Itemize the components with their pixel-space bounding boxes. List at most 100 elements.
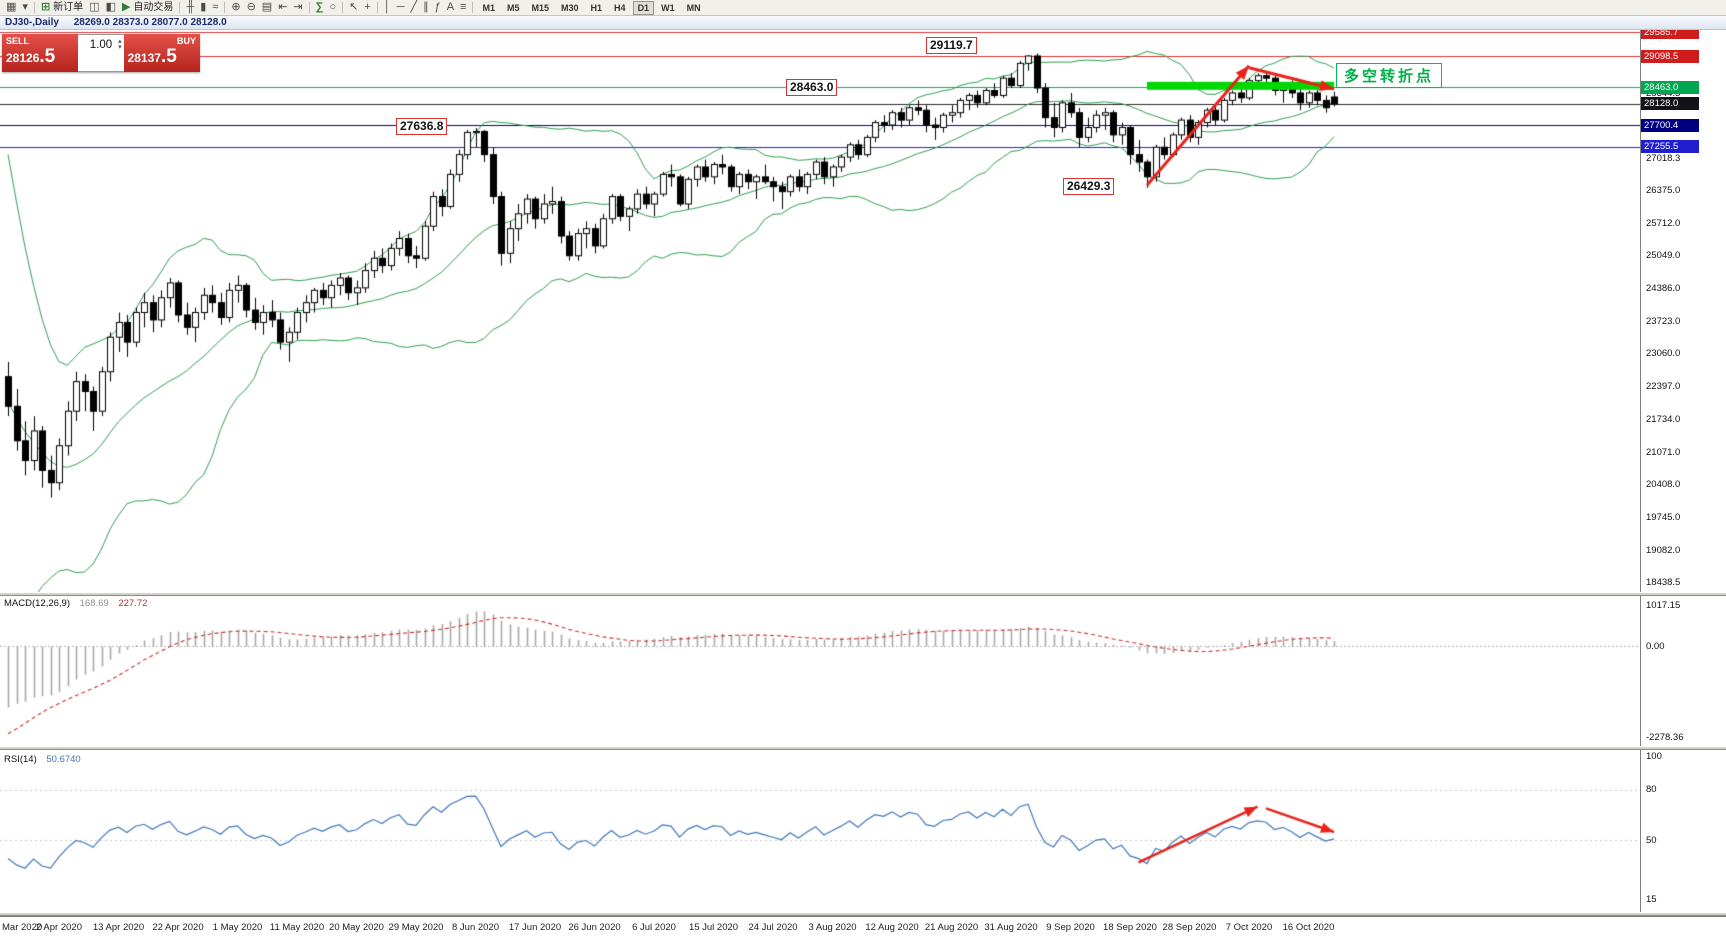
macd-header: MACD(12,26,9) 168.69 227.72 — [4, 598, 147, 609]
chart-shift-icon[interactable]: ⇥ — [290, 1, 305, 14]
volume-down-button[interactable]: ▾ — [118, 44, 122, 51]
market-watch-icon[interactable]: ◧ — [103, 1, 119, 14]
bar-chart-icon: ╫ — [186, 1, 195, 13]
time-axis[interactable] — [0, 916, 1726, 941]
crosshair-icon[interactable]: + — [361, 1, 373, 14]
indicators-icon: ∑ — [315, 1, 324, 13]
chart-ohlc-readout: 28269.0 28373.0 28077.0 28128.0 — [73, 17, 227, 28]
chart-title: DJ30-,Daily — [5, 17, 59, 28]
toolbar-separator — [179, 2, 181, 13]
profiles-icon: ◫ — [89, 1, 100, 13]
auto-trading-button[interactable]: ▶ 自动交易 — [119, 1, 176, 14]
toolbar-separator — [33, 2, 35, 13]
trendline-icon[interactable]: ╱ — [407, 1, 420, 14]
zoom-in-icon: ⊕ — [231, 1, 241, 13]
volume-input[interactable]: 1.00 ▴ ▾ — [78, 34, 124, 72]
panel-separator[interactable] — [0, 746, 1726, 750]
time-label: 26 Jun 2020 — [568, 922, 621, 933]
price-badge: 29098.5 — [1641, 49, 1699, 63]
timeframe-h4-button[interactable]: H4 — [614, 2, 626, 13]
sell-button[interactable]: SELL 28126.5 — [2, 34, 79, 72]
timeframe-m1-button[interactable]: M1 — [482, 2, 495, 13]
timeframe-d1-button[interactable]: D1 — [632, 0, 655, 15]
chart-list-dropdown-icon: ▾ — [22, 1, 28, 13]
tile-windows-icon: ▤ — [261, 1, 273, 13]
panel-separator[interactable] — [0, 912, 1726, 916]
horizontal-line-icon[interactable]: ─ — [394, 1, 408, 14]
rsi-label: RSI(14) — [4, 754, 37, 765]
volume-up-button[interactable]: ▴ — [118, 38, 122, 45]
cursor-icon[interactable]: ↖ — [346, 1, 361, 14]
periods-icon[interactable]: ○ — [326, 1, 339, 14]
price-callout[interactable]: 26429.3 — [1063, 178, 1115, 195]
zoom-in-icon[interactable]: ⊕ — [228, 1, 243, 14]
sell-label: SELL — [6, 36, 30, 46]
vertical-line-icon: │ — [383, 1, 391, 13]
chart-list-dropdown-icon[interactable]: ▾ — [19, 1, 31, 14]
fibonacci-icon[interactable]: ƒ — [432, 1, 444, 14]
new-order-button-label: 新订单 — [53, 2, 84, 13]
price-tick: 20408.0 — [1646, 479, 1681, 491]
line-chart-icon[interactable]: ≈ — [209, 1, 221, 14]
timeframe-m30-button[interactable]: M30 — [561, 2, 579, 13]
arrows-tool-icon[interactable]: ≡ — [457, 1, 469, 14]
timeframe-m15-button[interactable]: M15 — [531, 2, 550, 13]
profiles-icon[interactable]: ◫ — [86, 1, 102, 14]
indicators-icon[interactable]: ∑ — [313, 1, 327, 14]
time-label: Mar 2020 — [2, 922, 43, 933]
rsi-axis-label: 80 — [1646, 784, 1657, 796]
main-toolbar: ▦ ▾ ⊞ 新订单 ◫ ◧ ▶ 自动交易 ╫ ▮ ≈ ⊕ ⊖ ▤ ⇤ ⇥ ∑ ○ ↖ + │ ─ ╱ ∥ ƒ A ≡ M1 M5 M15 M… — [0, 0, 1726, 16]
periods-icon: ○ — [329, 1, 337, 13]
auto-scroll-icon[interactable]: ⇤ — [275, 1, 290, 14]
timeframe-w1-button[interactable]: W1 — [661, 2, 675, 13]
time-label: 2 Apr 2020 — [36, 922, 82, 933]
vertical-line-icon[interactable]: │ — [381, 1, 394, 14]
trendline-icon: ╱ — [410, 1, 418, 13]
toolbar-separator — [224, 2, 226, 13]
time-label: 12 Aug 2020 — [865, 922, 919, 933]
buy-label: BUY — [176, 36, 196, 46]
time-label: 13 Apr 2020 — [92, 922, 145, 933]
time-label: 8 Jun 2020 — [451, 922, 499, 933]
panel-separator[interactable] — [0, 592, 1726, 596]
text-label-icon: A — [446, 1, 455, 13]
timeframe-h1-button[interactable]: H1 — [590, 2, 603, 13]
macd-axis-label: 1017.15 — [1646, 599, 1681, 611]
time-label: 17 Jun 2020 — [508, 922, 562, 933]
new-chart-icon[interactable]: ▦ — [3, 1, 19, 14]
arrows-tool-icon: ≡ — [460, 1, 467, 13]
candlestick-chart-icon[interactable]: ▮ — [197, 1, 209, 14]
line-chart-icon: ≈ — [212, 1, 219, 13]
toolbar-separator — [472, 2, 474, 13]
horizontal-line-icon: ─ — [396, 1, 405, 13]
tile-windows-icon[interactable]: ▤ — [259, 1, 275, 14]
toolbar-separator — [342, 2, 344, 13]
timeframe-mn-button[interactable]: MN — [686, 2, 701, 13]
channel-icon[interactable]: ∥ — [420, 1, 432, 14]
new-order-button[interactable]: ⊞ 新订单 — [38, 1, 86, 14]
price-tick: 24386.0 — [1646, 283, 1681, 295]
timeframe-m5-button[interactable]: M5 — [506, 2, 520, 13]
bar-chart-icon[interactable]: ╫ — [183, 1, 197, 14]
price-callout[interactable]: 28463.0 — [786, 79, 838, 96]
price-tick: 21734.0 — [1646, 413, 1681, 425]
time-label: 29 May 2020 — [388, 922, 444, 933]
new-order-button: ⊞ — [40, 1, 51, 13]
cursor-icon: ↖ — [349, 1, 359, 13]
buy-button[interactable]: BUY 28137.5 — [123, 34, 200, 72]
zoom-out-icon[interactable]: ⊖ — [244, 1, 259, 14]
price-axis[interactable] — [1640, 30, 1726, 916]
toolbar-separator — [376, 2, 378, 13]
macd-signal-value: 227.72 — [118, 598, 148, 609]
auto-trading-button-label: 自动交易 — [133, 2, 174, 13]
price-callout[interactable]: 27636.8 — [396, 118, 448, 135]
rsi-axis-label: 15 — [1646, 894, 1657, 906]
macd-axis-label: -2278.36 — [1646, 731, 1684, 743]
annotation-note[interactable]: 多空转折点 — [1336, 63, 1443, 88]
text-label-icon[interactable]: A — [444, 1, 457, 14]
price-tick: 26375.0 — [1646, 184, 1681, 196]
zoom-out-icon: ⊖ — [246, 1, 256, 13]
price-callout[interactable]: 29119.7 — [926, 37, 977, 54]
